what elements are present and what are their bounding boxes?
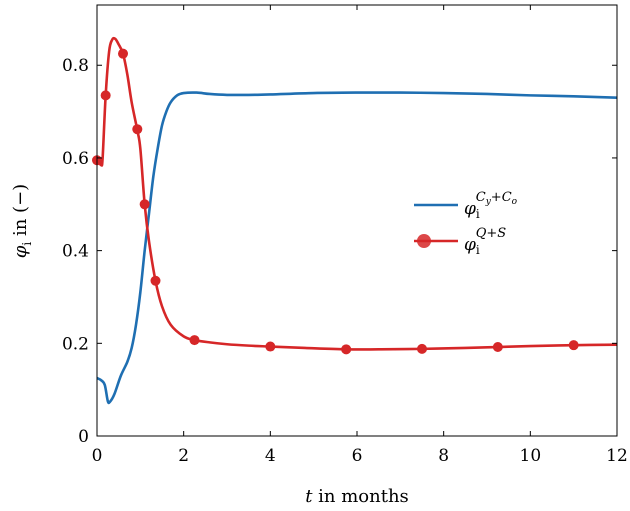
y-tick-label: 0.2 [62, 334, 89, 354]
tick-layer: 0 2 4 6 8 10 12 0 0.2 0.4 0.6 0.8 [62, 5, 628, 466]
series-2-marker [100, 90, 111, 101]
y-tick-label: 0.8 [62, 56, 89, 76]
legend-label-2: φiQ+S [464, 226, 506, 257]
legend: φiCy+Co φiQ+S [414, 190, 518, 257]
y-tick-label: 0.6 [62, 149, 89, 169]
x-tick-label: 4 [265, 446, 276, 466]
x-tick-label: 10 [520, 446, 542, 466]
series-2-marker [568, 340, 579, 351]
y-tick-label: 0.4 [62, 242, 89, 262]
series-layer [97, 36, 617, 405]
x-tick-label: 0 [92, 446, 103, 466]
plot-frame [96, 4, 618, 437]
series-line-1 [97, 91, 617, 405]
series-2-marker [132, 124, 143, 135]
x-tick-label: 8 [438, 446, 449, 466]
x-tick-label: 12 [606, 446, 628, 466]
x-axis-label: t in months [305, 486, 409, 507]
marker-layer [92, 48, 579, 355]
series-2-marker [150, 275, 161, 286]
x-tick-label: 2 [178, 446, 189, 466]
legend-label-1: φiCy+Co [464, 190, 518, 221]
series-line-2 [97, 36, 617, 351]
series-2-marker [492, 342, 503, 353]
y-tick-label: 0 [78, 427, 89, 447]
series-2-marker [265, 341, 276, 352]
series-2-marker [417, 343, 427, 354]
y-axis-label: φi in (−) [10, 184, 34, 258]
series-2-marker [189, 335, 200, 346]
series-2-marker [118, 48, 128, 59]
x-tick-label: 6 [352, 446, 363, 466]
series-2-marker [139, 199, 150, 210]
legend-marker [417, 234, 431, 248]
series-2-marker [341, 344, 352, 355]
